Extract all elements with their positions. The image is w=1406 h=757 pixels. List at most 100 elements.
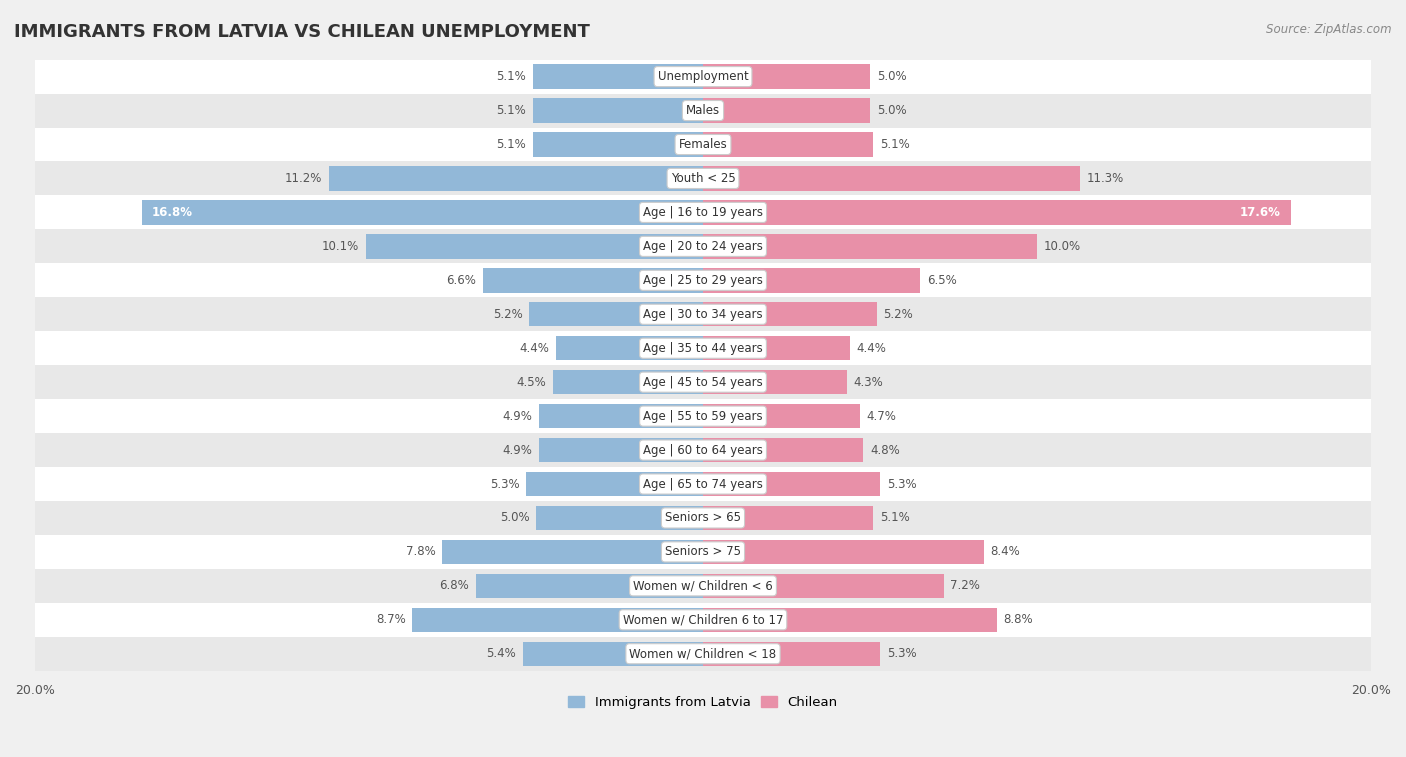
Bar — [35, 535, 1371, 569]
Text: Age | 65 to 74 years: Age | 65 to 74 years — [643, 478, 763, 491]
Bar — [35, 229, 1371, 263]
Text: 4.9%: 4.9% — [503, 410, 533, 422]
Bar — [533, 64, 703, 89]
Bar — [703, 98, 870, 123]
Text: 6.5%: 6.5% — [927, 274, 956, 287]
Text: 6.8%: 6.8% — [440, 579, 470, 592]
Text: Age | 16 to 19 years: Age | 16 to 19 years — [643, 206, 763, 219]
Bar — [142, 200, 703, 225]
Legend: Immigrants from Latvia, Chilean: Immigrants from Latvia, Chilean — [562, 691, 844, 715]
Text: Males: Males — [686, 104, 720, 117]
Bar — [35, 501, 1371, 535]
Text: 5.1%: 5.1% — [880, 512, 910, 525]
Text: 5.1%: 5.1% — [496, 70, 526, 83]
Bar — [35, 298, 1371, 332]
Text: 8.8%: 8.8% — [1004, 613, 1033, 626]
Text: Youth < 25: Youth < 25 — [671, 172, 735, 185]
Text: 4.8%: 4.8% — [870, 444, 900, 456]
Text: 4.9%: 4.9% — [503, 444, 533, 456]
Bar — [536, 506, 703, 530]
Text: 5.1%: 5.1% — [496, 104, 526, 117]
Bar — [482, 268, 703, 292]
Text: 5.0%: 5.0% — [877, 70, 907, 83]
Bar — [529, 302, 703, 326]
Text: Seniors > 75: Seniors > 75 — [665, 545, 741, 559]
Bar — [703, 404, 860, 428]
Bar — [35, 603, 1371, 637]
Bar — [526, 472, 703, 497]
Bar — [533, 98, 703, 123]
Text: 5.2%: 5.2% — [494, 308, 523, 321]
Bar — [540, 438, 703, 463]
Bar — [35, 332, 1371, 365]
Text: 5.0%: 5.0% — [877, 104, 907, 117]
Bar — [703, 540, 984, 564]
Bar — [443, 540, 703, 564]
Bar — [35, 94, 1371, 127]
Text: 4.4%: 4.4% — [856, 341, 887, 355]
Bar — [703, 336, 851, 360]
Bar — [703, 641, 880, 666]
Bar — [475, 574, 703, 598]
Text: 11.2%: 11.2% — [285, 172, 322, 185]
Bar — [523, 641, 703, 666]
Text: 8.7%: 8.7% — [375, 613, 406, 626]
Text: 6.6%: 6.6% — [446, 274, 475, 287]
Text: 5.1%: 5.1% — [496, 138, 526, 151]
Bar — [366, 234, 703, 259]
Text: 10.1%: 10.1% — [322, 240, 359, 253]
Bar — [35, 569, 1371, 603]
Text: Age | 25 to 29 years: Age | 25 to 29 years — [643, 274, 763, 287]
Bar — [35, 365, 1371, 399]
Text: 7.2%: 7.2% — [950, 579, 980, 592]
Bar — [533, 132, 703, 157]
Text: Seniors > 65: Seniors > 65 — [665, 512, 741, 525]
Bar — [703, 268, 920, 292]
Bar — [35, 127, 1371, 161]
Bar — [703, 200, 1291, 225]
Text: Age | 60 to 64 years: Age | 60 to 64 years — [643, 444, 763, 456]
Text: Age | 45 to 54 years: Age | 45 to 54 years — [643, 375, 763, 388]
Bar — [703, 438, 863, 463]
Text: Age | 30 to 34 years: Age | 30 to 34 years — [643, 308, 763, 321]
Bar — [555, 336, 703, 360]
Text: 10.0%: 10.0% — [1043, 240, 1081, 253]
Bar — [35, 60, 1371, 94]
Text: Source: ZipAtlas.com: Source: ZipAtlas.com — [1267, 23, 1392, 36]
Text: Unemployment: Unemployment — [658, 70, 748, 83]
Bar — [35, 399, 1371, 433]
Bar — [703, 64, 870, 89]
Bar — [703, 472, 880, 497]
Bar — [35, 637, 1371, 671]
Bar — [35, 433, 1371, 467]
Text: 5.3%: 5.3% — [887, 478, 917, 491]
Text: 5.4%: 5.4% — [486, 647, 516, 660]
Text: 17.6%: 17.6% — [1240, 206, 1281, 219]
Text: Age | 55 to 59 years: Age | 55 to 59 years — [643, 410, 763, 422]
Text: 5.1%: 5.1% — [880, 138, 910, 151]
Bar — [703, 608, 997, 632]
Bar — [540, 404, 703, 428]
Text: Women w/ Children 6 to 17: Women w/ Children 6 to 17 — [623, 613, 783, 626]
Bar — [35, 467, 1371, 501]
Bar — [35, 263, 1371, 298]
Text: 7.8%: 7.8% — [406, 545, 436, 559]
Bar — [703, 506, 873, 530]
Bar — [553, 370, 703, 394]
Bar — [703, 574, 943, 598]
Bar — [703, 132, 873, 157]
Text: 5.0%: 5.0% — [499, 512, 529, 525]
Bar — [35, 161, 1371, 195]
Text: 5.3%: 5.3% — [887, 647, 917, 660]
Bar — [703, 234, 1038, 259]
Bar — [703, 370, 846, 394]
Bar — [35, 195, 1371, 229]
Text: 4.4%: 4.4% — [519, 341, 550, 355]
Text: 4.3%: 4.3% — [853, 375, 883, 388]
Text: 8.4%: 8.4% — [990, 545, 1019, 559]
Text: Women w/ Children < 18: Women w/ Children < 18 — [630, 647, 776, 660]
Text: 11.3%: 11.3% — [1087, 172, 1125, 185]
Text: Women w/ Children < 6: Women w/ Children < 6 — [633, 579, 773, 592]
Text: 4.5%: 4.5% — [516, 375, 546, 388]
Text: 5.3%: 5.3% — [489, 478, 519, 491]
